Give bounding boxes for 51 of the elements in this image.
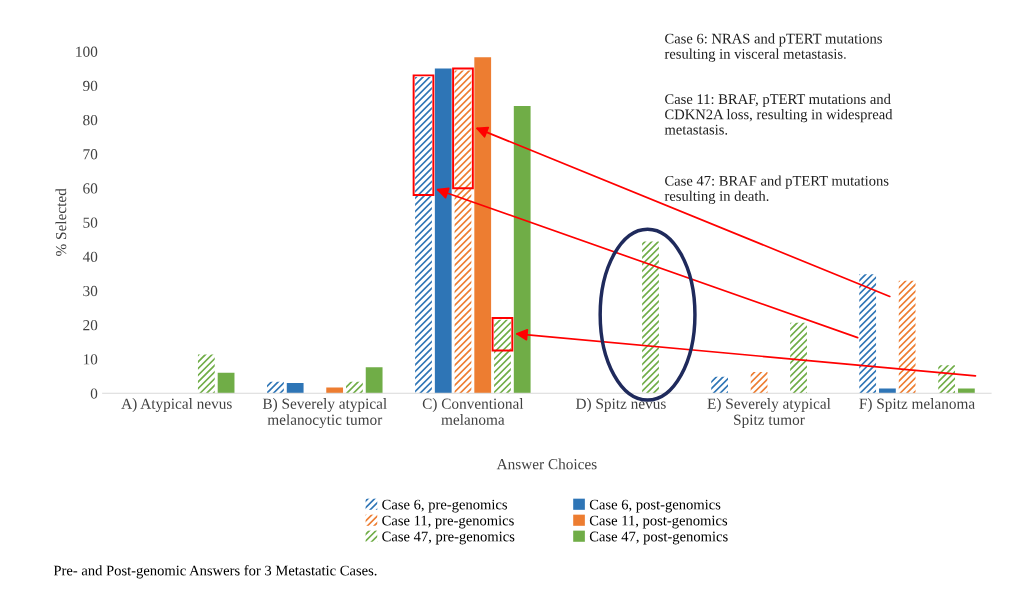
- y-tick-label: 50: [83, 217, 98, 228]
- bar: [879, 388, 896, 394]
- bar: [267, 381, 284, 394]
- y-tick-label: 100: [76, 46, 98, 57]
- legend-label: Case 11, pre-genomics: [382, 515, 514, 529]
- x-axis-title: Answer Choices: [496, 458, 597, 470]
- y-tick-label: 20: [83, 320, 98, 331]
- bar: [346, 381, 363, 394]
- annotation: Case 47: BRAF and pTERT mutations resulting in death.: [664, 175, 889, 204]
- bar: [957, 388, 975, 394]
- bar: [938, 365, 956, 394]
- bar: [326, 387, 344, 394]
- x-tick-label: D) Spitz nevus: [575, 398, 666, 412]
- bar: [859, 274, 877, 394]
- bar: [750, 372, 768, 394]
- legend-label: Case 47, pre-genomics: [382, 531, 515, 545]
- x-tick-label: B) Severely atypical melanocytic tumor: [262, 398, 387, 429]
- bar: [434, 68, 452, 394]
- annotation: Case 6: NRAS and pTERT mutations resulting in visceral metastasis.: [664, 33, 882, 62]
- bar: [217, 372, 235, 394]
- bar: [365, 367, 383, 394]
- x-tick-label: F) Spitz melanoma: [859, 398, 975, 412]
- bar: [494, 319, 511, 394]
- y-tick-label: 60: [83, 183, 98, 194]
- text: Pre- and Post-genomic Answers for 3 Metastatic Cases.: [53, 565, 377, 579]
- bar: [790, 322, 807, 394]
- bar: [286, 383, 304, 394]
- bar: [474, 57, 492, 394]
- bar: [454, 70, 472, 394]
- y-tick-label: 10: [83, 354, 98, 365]
- bar: [197, 354, 215, 394]
- bar: [415, 77, 432, 394]
- bar: [711, 376, 728, 394]
- legend-label: Case 6, post-genomics: [589, 499, 721, 513]
- bar: [642, 241, 659, 394]
- x-tick-label: E) Severely atypical Spitz tumor: [707, 398, 831, 428]
- bar: [898, 280, 916, 394]
- legend-label: Case 11, post-genomics: [589, 515, 728, 529]
- y-axis-title: % Selected: [55, 188, 67, 256]
- y-tick-label: 0: [90, 388, 98, 399]
- y-tick-label: 40: [82, 251, 98, 262]
- legend-label: Case 47, post-genomics: [589, 531, 728, 545]
- x-tick-label: A) Atypical nevus: [121, 398, 232, 413]
- annotation: Case 11: BRAF, pTERT mutations and CDKN2A loss, resulting in widespread metastasis.: [664, 93, 893, 135]
- y-tick-label: 90: [83, 80, 98, 92]
- legend-label: Case 6, pre-genomics: [382, 499, 508, 513]
- y-tick-label: 70: [83, 149, 98, 160]
- x-tick-label: C) Conventional melanoma: [422, 398, 524, 425]
- y-tick-label: 80: [83, 114, 98, 126]
- y-tick-label: 30: [83, 285, 98, 297]
- bar: [513, 106, 531, 394]
